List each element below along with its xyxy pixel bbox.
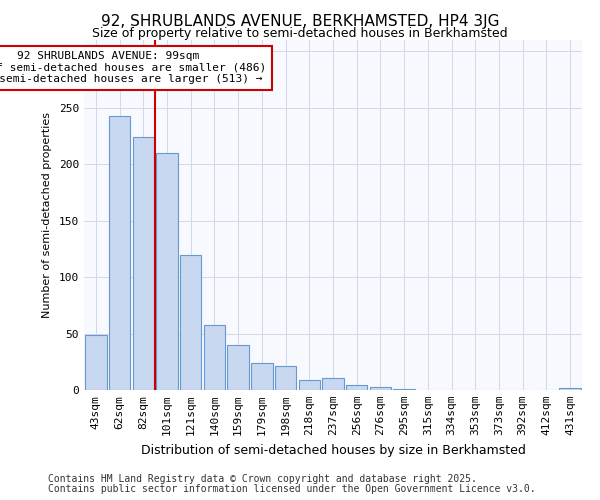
Bar xyxy=(109,116,130,390)
Bar xyxy=(204,324,225,390)
Y-axis label: Number of semi-detached properties: Number of semi-detached properties xyxy=(42,112,52,318)
Text: Contains public sector information licensed under the Open Government Licence v3: Contains public sector information licen… xyxy=(48,484,536,494)
Bar xyxy=(85,334,107,390)
Bar xyxy=(157,153,178,390)
Text: Contains HM Land Registry data © Crown copyright and database right 2025.: Contains HM Land Registry data © Crown c… xyxy=(48,474,477,484)
X-axis label: Distribution of semi-detached houses by size in Berkhamsted: Distribution of semi-detached houses by … xyxy=(140,444,526,456)
Text: Size of property relative to semi-detached houses in Berkhamsted: Size of property relative to semi-detach… xyxy=(92,28,508,40)
Bar xyxy=(394,389,415,390)
Bar xyxy=(346,386,367,390)
Bar xyxy=(370,386,391,390)
Bar xyxy=(133,137,154,390)
Bar xyxy=(251,363,272,390)
Text: 92 SHRUBLANDS AVENUE: 99sqm
← 48% of semi-detached houses are smaller (486)
51% : 92 SHRUBLANDS AVENUE: 99sqm ← 48% of sem… xyxy=(0,52,266,84)
Bar xyxy=(559,388,581,390)
Text: 92, SHRUBLANDS AVENUE, BERKHAMSTED, HP4 3JG: 92, SHRUBLANDS AVENUE, BERKHAMSTED, HP4 … xyxy=(101,14,499,29)
Bar xyxy=(180,254,202,390)
Bar xyxy=(299,380,320,390)
Bar xyxy=(322,378,344,390)
Bar xyxy=(227,345,249,390)
Bar xyxy=(275,366,296,390)
